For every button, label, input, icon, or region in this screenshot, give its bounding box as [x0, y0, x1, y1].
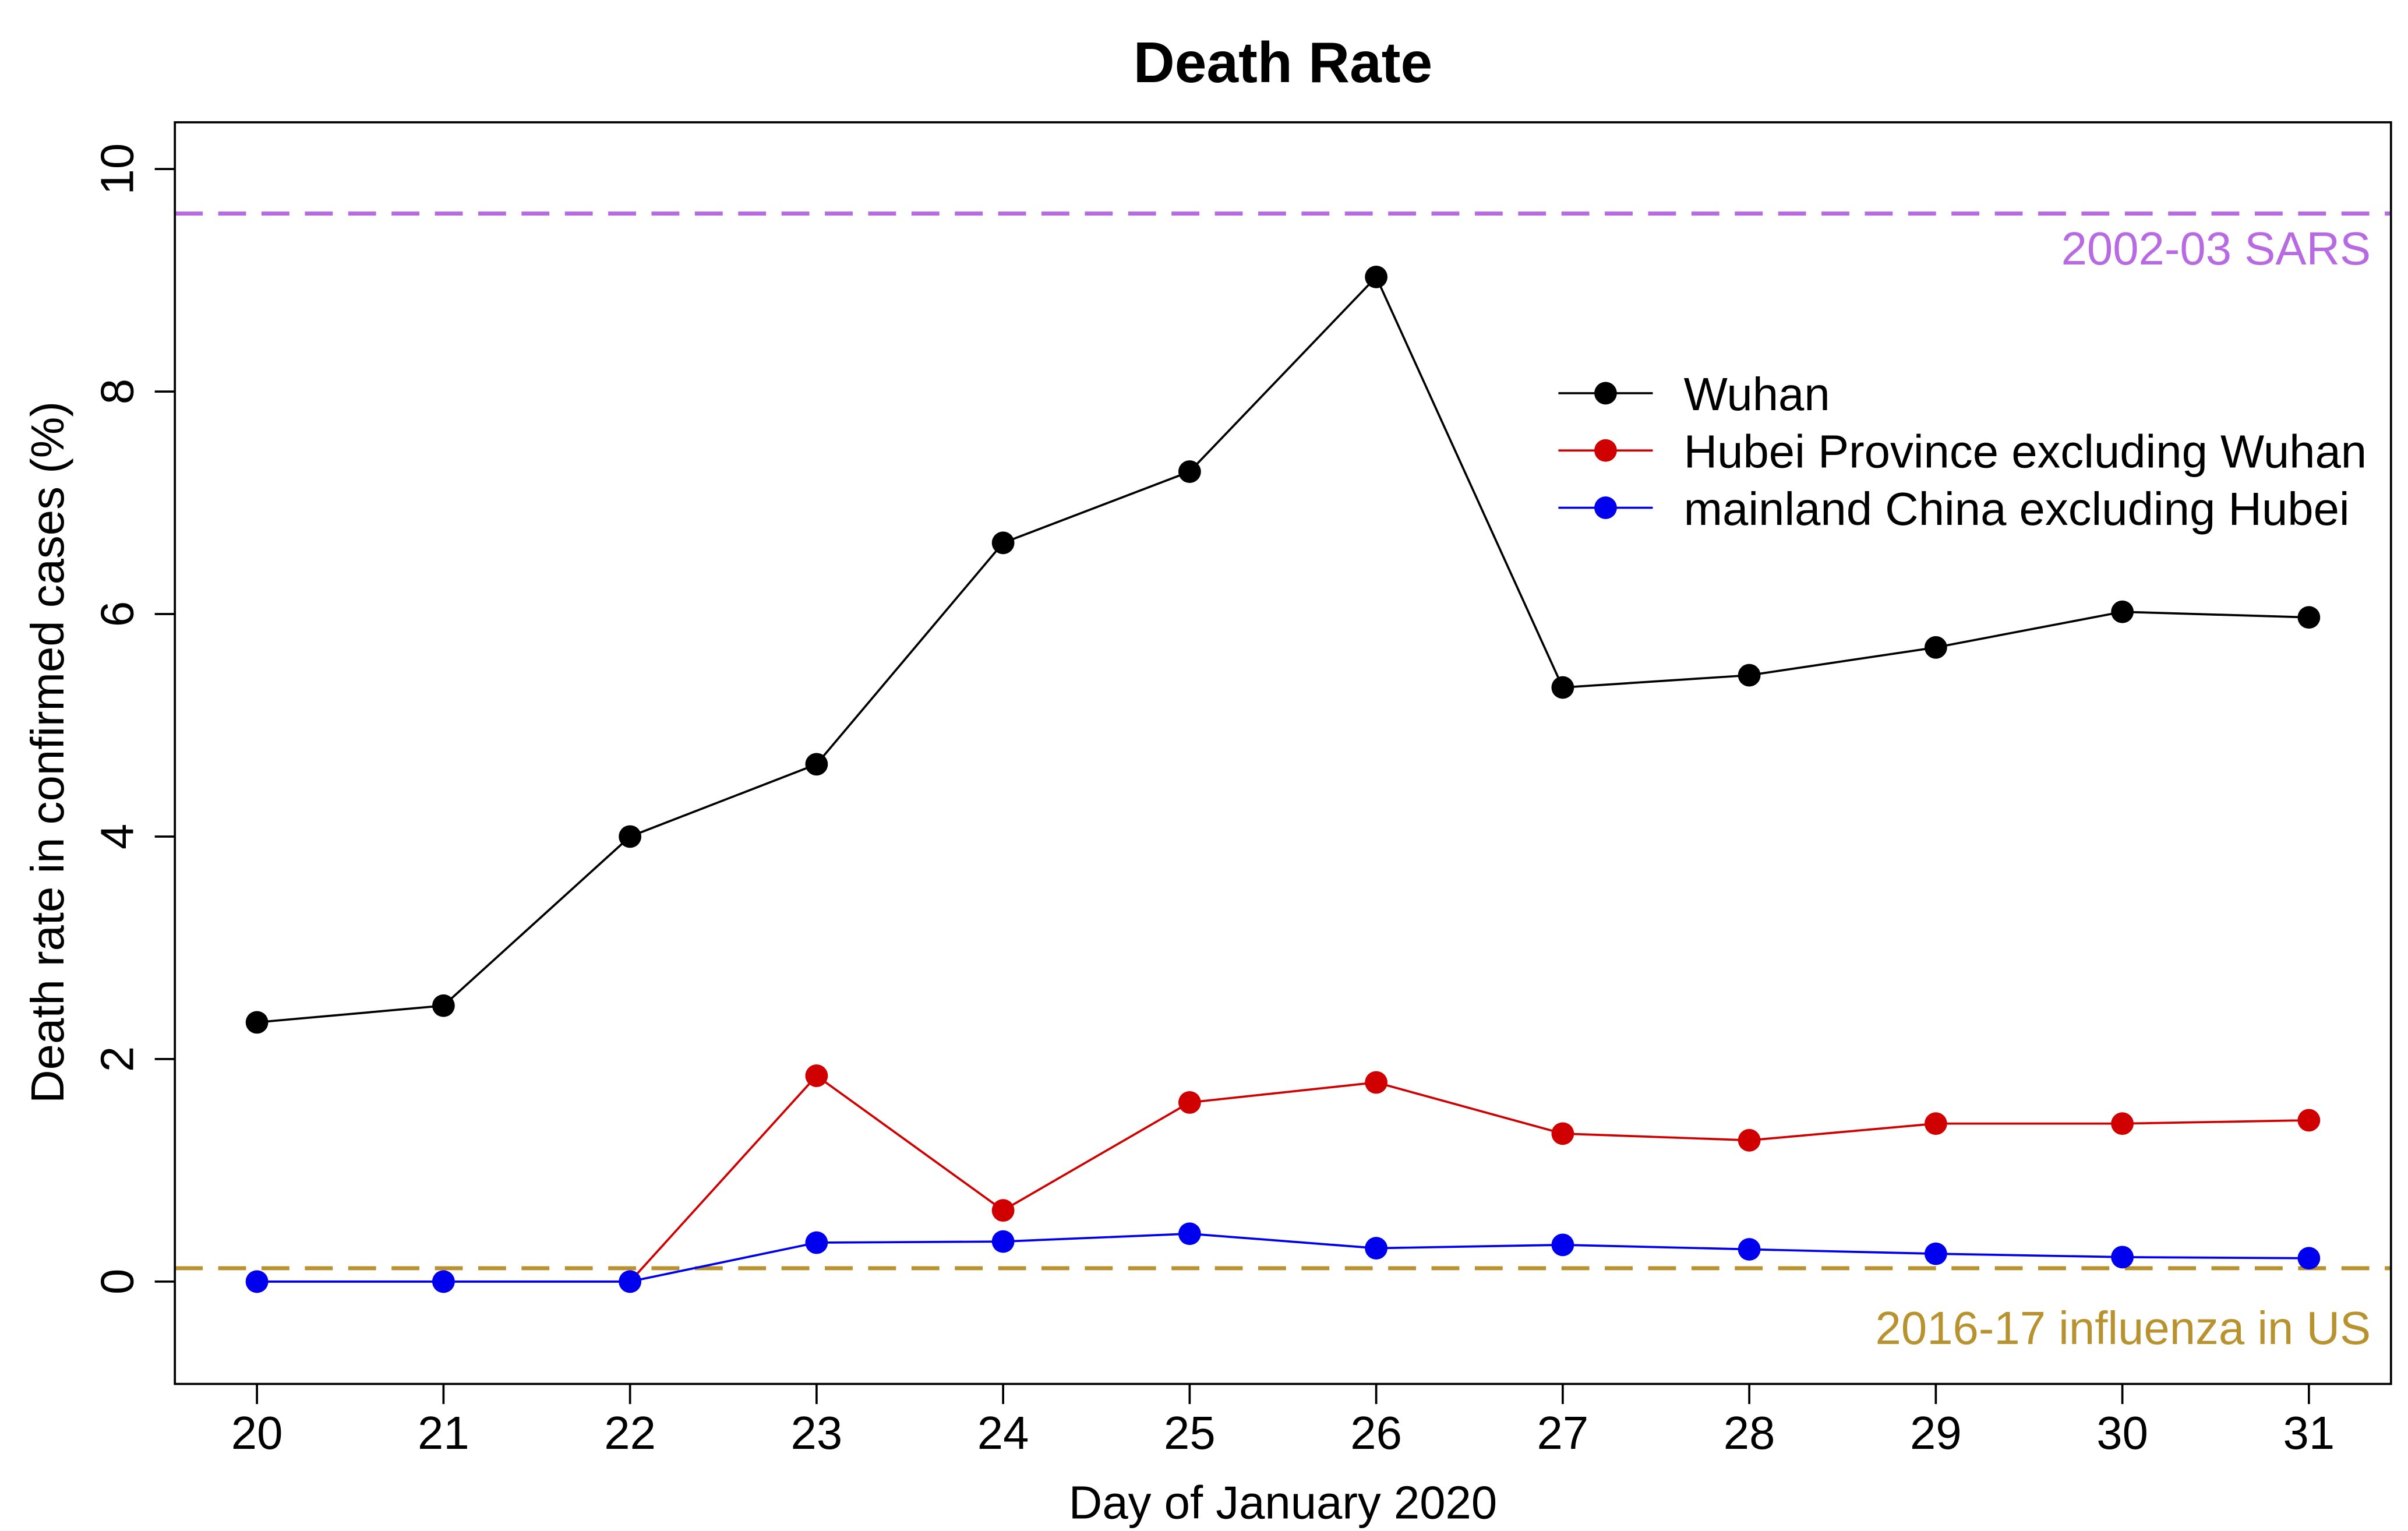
data-point-wuhan-30 [2111, 600, 2134, 623]
x-tick-label-28: 28 [1724, 1407, 1775, 1459]
data-point-hubei-province-excluding-wuhan-29 [1924, 1112, 1947, 1135]
x-tick-label-26: 26 [1350, 1407, 1402, 1459]
data-point-hubei-province-excluding-wuhan-23 [805, 1064, 828, 1087]
data-point-wuhan-20 [245, 1011, 269, 1034]
data-point-wuhan-27 [1551, 676, 1574, 699]
data-point-hubei-province-excluding-wuhan-26 [1365, 1071, 1388, 1094]
data-point-mainland-china-excluding-hubei-22 [619, 1270, 642, 1293]
x-tick-label-30: 30 [2096, 1407, 2148, 1459]
data-point-wuhan-23 [805, 753, 828, 776]
y-axis-label: Death rate in confirmed cases (%) [22, 401, 73, 1103]
legend-marker-wuhan [1594, 382, 1617, 405]
x-tick-label-22: 22 [604, 1407, 656, 1459]
x-tick-label-21: 21 [418, 1407, 469, 1459]
data-point-hubei-province-excluding-wuhan-28 [1738, 1128, 1761, 1152]
data-point-mainland-china-excluding-hubei-26 [1365, 1237, 1388, 1260]
data-point-wuhan-28 [1738, 664, 1761, 687]
data-point-mainland-china-excluding-hubei-31 [2297, 1247, 2321, 1270]
data-point-mainland-china-excluding-hubei-28 [1738, 1238, 1761, 1261]
data-point-wuhan-31 [2297, 606, 2321, 629]
series-mainland-china-excluding-hubei [245, 1222, 2321, 1293]
chart-title: Death Rate [1134, 30, 1432, 94]
x-tick-label-25: 25 [1164, 1407, 1216, 1459]
data-point-wuhan-29 [1924, 636, 1947, 659]
plot-frame [174, 121, 2392, 1385]
data-point-wuhan-21 [432, 994, 455, 1017]
data-point-wuhan-26 [1365, 265, 1388, 288]
y-tick-label-6: 6 [91, 601, 143, 627]
x-tick-label-23: 23 [791, 1407, 843, 1459]
data-point-mainland-china-excluding-hubei-30 [2111, 1246, 2134, 1269]
x-axis-label: Day of January 2020 [1069, 1477, 1497, 1529]
legend-item-wuhan: Wuhan [1558, 368, 1830, 420]
legend-marker-mainland-china-excluding-hubei [1594, 496, 1617, 519]
legend-marker-hubei-province-excluding-wuhan [1594, 439, 1617, 462]
data-point-hubei-province-excluding-wuhan-31 [2297, 1109, 2321, 1132]
legend-label-hubei-province-excluding-wuhan: Hubei Province excluding Wuhan [1684, 425, 2367, 477]
data-point-mainland-china-excluding-hubei-21 [432, 1270, 455, 1293]
data-point-mainland-china-excluding-hubei-24 [991, 1230, 1015, 1253]
y-tick-label-10: 10 [91, 143, 143, 195]
data-point-wuhan-22 [619, 825, 642, 848]
legend-label-wuhan: Wuhan [1684, 368, 1830, 420]
data-point-hubei-province-excluding-wuhan-30 [2111, 1112, 2134, 1135]
data-point-mainland-china-excluding-hubei-25 [1178, 1222, 1201, 1246]
legend-item-hubei-province-excluding-wuhan: Hubei Province excluding Wuhan [1558, 425, 2367, 477]
x-tick-label-29: 29 [1910, 1407, 1962, 1459]
y-tick-label-2: 2 [91, 1046, 143, 1072]
x-tick-label-24: 24 [977, 1407, 1029, 1459]
data-point-mainland-china-excluding-hubei-23 [805, 1231, 828, 1254]
data-point-wuhan-24 [991, 531, 1015, 555]
data-point-hubei-province-excluding-wuhan-25 [1178, 1091, 1201, 1114]
series-line-wuhan [256, 275, 2309, 1024]
legend-label-mainland-china-excluding-hubei: mainland China excluding Hubei [1684, 483, 2350, 535]
data-point-mainland-china-excluding-hubei-29 [1924, 1242, 1947, 1265]
x-tick-label-20: 20 [231, 1407, 283, 1459]
series-line-mainland-china-excluding-hubei [257, 1232, 2309, 1283]
series-wuhan [245, 265, 2321, 1034]
y-tick-label-0: 0 [91, 1269, 143, 1294]
reference-label-2016-17-influenza-in-us: 2016-17 influenza in US [1876, 1302, 2371, 1354]
reference-lines: 2002-03 SARS 2016-17 influenza in US [175, 211, 2391, 1354]
legend-item-mainland-china-excluding-hubei: mainland China excluding Hubei [1558, 483, 2350, 535]
data-point-mainland-china-excluding-hubei-27 [1551, 1233, 1574, 1257]
data-point-hubei-province-excluding-wuhan-24 [991, 1199, 1015, 1222]
x-tick-label-27: 27 [1537, 1407, 1589, 1459]
reference-label-2002-03-sars: 2002-03 SARS [2061, 223, 2371, 274]
data-point-mainland-china-excluding-hubei-20 [245, 1270, 269, 1293]
y-tick-label-8: 8 [91, 379, 143, 404]
data-point-hubei-province-excluding-wuhan-27 [1551, 1122, 1574, 1145]
data-series [245, 265, 2321, 1293]
y-tick-label-4: 4 [91, 824, 143, 849]
x-tick-label-31: 31 [2283, 1407, 2335, 1459]
data-point-wuhan-25 [1178, 460, 1201, 483]
